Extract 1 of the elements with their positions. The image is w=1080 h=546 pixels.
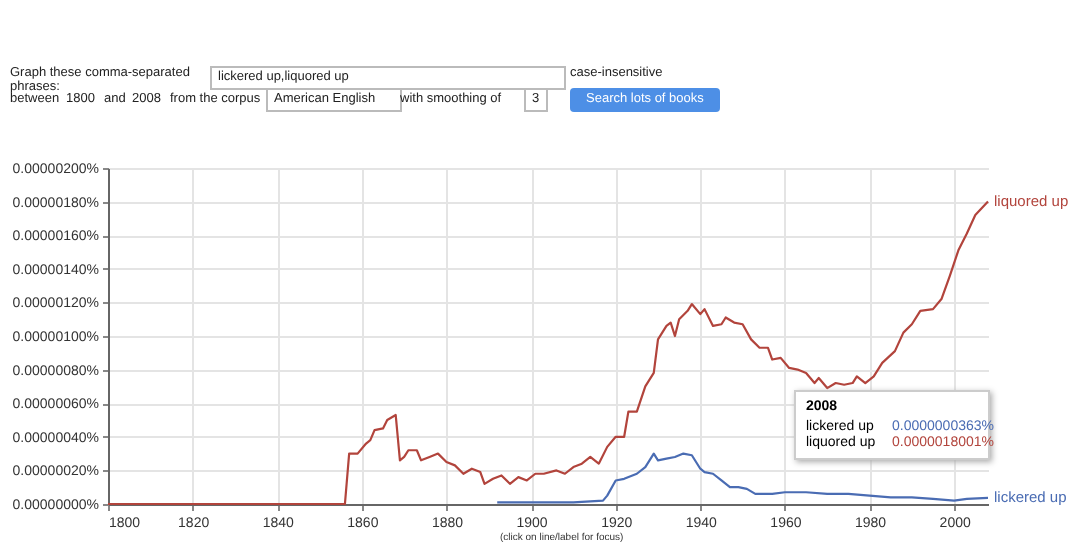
- line-series: [496, 452, 990, 504]
